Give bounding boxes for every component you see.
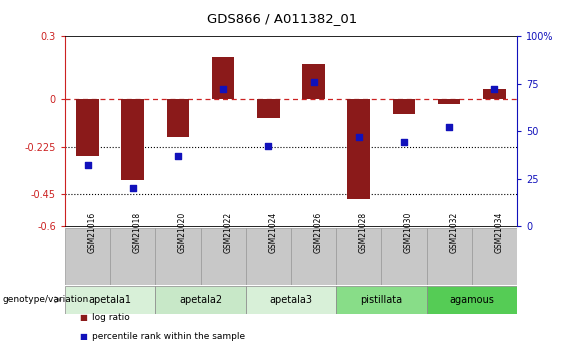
Point — [399, 140, 408, 145]
Bar — [65, 286, 155, 314]
Point — [83, 162, 92, 168]
Bar — [167, 99, 189, 137]
Text: GSM21028: GSM21028 — [359, 212, 368, 253]
Text: GSM21020: GSM21020 — [178, 211, 187, 253]
Bar — [246, 228, 291, 285]
Bar — [347, 99, 370, 199]
Text: GSM21018: GSM21018 — [133, 212, 142, 253]
Point — [128, 185, 137, 191]
Text: GSM21030: GSM21030 — [404, 211, 413, 253]
Text: ■: ■ — [79, 313, 87, 322]
Bar — [483, 89, 506, 99]
Text: GSM21024: GSM21024 — [268, 211, 277, 253]
Bar — [121, 99, 144, 180]
Text: log ratio: log ratio — [92, 313, 130, 322]
Text: GDS866 / A011382_01: GDS866 / A011382_01 — [207, 12, 358, 25]
Bar — [438, 99, 460, 104]
Text: genotype/variation: genotype/variation — [3, 295, 89, 304]
Point — [309, 79, 318, 85]
Bar — [110, 228, 155, 285]
Point — [173, 153, 182, 158]
Bar — [427, 286, 517, 314]
Text: GSM21016: GSM21016 — [88, 211, 97, 253]
Bar — [393, 99, 415, 114]
Bar — [212, 57, 234, 99]
Point — [445, 125, 454, 130]
Text: percentile rank within the sample: percentile rank within the sample — [92, 332, 245, 341]
Bar — [65, 228, 110, 285]
Point — [354, 134, 363, 139]
Text: GSM21034: GSM21034 — [494, 211, 503, 253]
Point — [219, 87, 228, 92]
Bar — [201, 228, 246, 285]
Bar — [155, 228, 201, 285]
Bar — [76, 99, 99, 156]
Text: GSM21022: GSM21022 — [223, 212, 232, 253]
Bar — [381, 228, 427, 285]
Text: agamous: agamous — [449, 295, 494, 305]
Text: GSM21026: GSM21026 — [314, 211, 323, 253]
Text: pistillata: pistillata — [360, 295, 402, 305]
Point — [490, 87, 499, 92]
Bar — [302, 63, 325, 99]
Text: GSM21032: GSM21032 — [449, 211, 458, 253]
Bar — [427, 228, 472, 285]
Text: ■: ■ — [79, 332, 87, 341]
Bar — [291, 228, 336, 285]
Text: apetala1: apetala1 — [89, 295, 132, 305]
Bar — [472, 228, 517, 285]
Bar — [336, 286, 427, 314]
Bar — [257, 99, 280, 118]
Point — [264, 144, 273, 149]
Text: apetala3: apetala3 — [270, 295, 312, 305]
Bar — [246, 286, 336, 314]
Bar — [336, 228, 381, 285]
Bar — [155, 286, 246, 314]
Text: apetala2: apetala2 — [179, 295, 222, 305]
